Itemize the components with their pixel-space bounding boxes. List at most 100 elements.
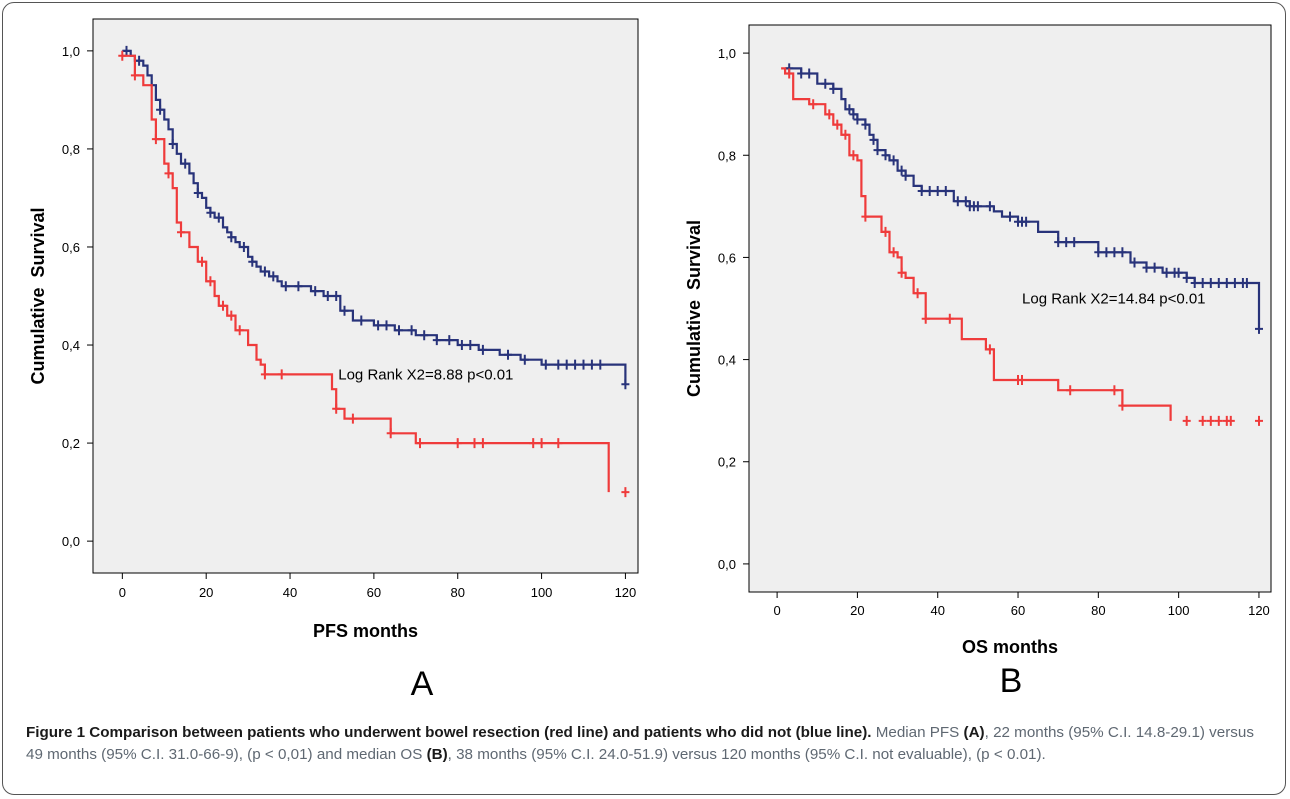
censor-mark	[340, 305, 349, 316]
censor-mark	[206, 276, 215, 287]
censor-mark	[554, 359, 563, 370]
censor-mark	[478, 438, 487, 449]
censor-mark	[621, 487, 630, 498]
panel-label: A	[411, 665, 434, 703]
censor-mark	[833, 119, 842, 130]
x-tick-label: 40	[930, 603, 944, 618]
censor-mark	[845, 104, 854, 115]
y-tick-label: 0,0	[62, 534, 80, 549]
plot-area	[92, 18, 639, 574]
censor-mark	[861, 211, 870, 222]
x-axis-title: PFS months	[313, 621, 418, 641]
censor-mark	[193, 188, 202, 198]
x-tick-label: 0	[773, 603, 780, 618]
censor-mark	[985, 344, 994, 355]
censor-mark	[913, 288, 922, 299]
x-tick-label: 20	[199, 585, 213, 600]
censor-mark	[294, 281, 303, 292]
censor-mark	[453, 438, 462, 449]
caption-text-3: , 38 months (95% C.I. 24.0-51.9) versus …	[447, 746, 1046, 763]
y-axis-title: Cumulative Survival	[28, 207, 48, 384]
log-rank-annotation: Log Rank X2=14.84 p<0.01	[1022, 290, 1206, 307]
censor-mark	[805, 68, 814, 79]
censor-mark	[520, 354, 529, 365]
censor-mark	[151, 134, 160, 145]
censor-mark	[1110, 247, 1119, 258]
censor-mark	[1062, 237, 1071, 248]
censor-mark	[579, 359, 588, 370]
x-tick-label: 40	[283, 585, 297, 600]
censor-mark	[181, 158, 190, 169]
censor-mark	[881, 226, 890, 237]
censor-mark	[374, 320, 383, 331]
caption-title: Figure 1 Comparison between patients who…	[26, 724, 872, 741]
censor-mark	[395, 325, 403, 336]
censor-mark	[961, 196, 970, 207]
y-tick-label: 0,4	[62, 338, 80, 353]
censor-mark	[332, 403, 341, 414]
censor-mark	[917, 186, 926, 196]
figure-caption: Figure 1 Comparison between patients who…	[26, 722, 1266, 766]
censor-mark	[1066, 385, 1075, 396]
x-tick-label: 20	[850, 603, 864, 618]
x-axis-title: OS months	[962, 637, 1058, 657]
censor-mark	[1198, 415, 1207, 426]
censor-mark	[841, 129, 850, 140]
censor-mark	[945, 313, 954, 324]
censor-mark	[889, 247, 898, 258]
plot-area	[748, 24, 1272, 593]
censor-mark	[1174, 267, 1183, 278]
censor-mark	[416, 438, 424, 449]
y-tick-label: 1,0	[62, 44, 80, 59]
y-tick-label: 0,2	[718, 455, 736, 470]
censor-mark	[219, 300, 227, 311]
y-tick-label: 0,0	[718, 557, 736, 572]
x-tick-label: 60	[367, 585, 381, 600]
censor-mark	[1222, 278, 1231, 288]
censor-mark	[227, 232, 236, 243]
censor-mark	[1206, 278, 1215, 288]
censor-mark	[1118, 247, 1127, 258]
y-tick-label: 0,6	[718, 250, 736, 265]
censor-mark	[130, 70, 139, 81]
censor-mark	[925, 186, 934, 196]
censor-mark	[829, 83, 838, 94]
censor-mark	[1110, 385, 1119, 396]
censor-mark	[177, 227, 185, 238]
censor-mark	[1054, 237, 1063, 248]
censor-mark	[407, 325, 416, 336]
censor-mark	[227, 310, 236, 321]
censor-mark	[1150, 262, 1159, 273]
censor-mark	[897, 267, 906, 278]
x-tick-label: 80	[1091, 603, 1105, 618]
censor-mark	[239, 242, 248, 252]
censor-mark	[118, 50, 127, 61]
censor-mark	[869, 134, 878, 145]
censor-mark	[853, 114, 862, 125]
censor-mark	[214, 212, 223, 223]
censor-mark	[1226, 415, 1235, 426]
censor-mark	[1142, 262, 1151, 273]
censor-mark	[332, 291, 341, 301]
censor-mark	[1094, 247, 1103, 258]
censor-mark	[571, 359, 580, 370]
x-tick-label: 80	[450, 585, 464, 600]
censor-mark	[785, 68, 794, 79]
censor-mark	[1214, 278, 1223, 288]
censor-mark	[470, 438, 479, 449]
censor-mark	[1190, 278, 1199, 288]
censor-mark	[466, 340, 475, 350]
censor-mark	[537, 438, 546, 449]
censor-mark	[206, 207, 215, 218]
y-tick-label: 0,6	[62, 240, 80, 255]
censor-mark	[386, 428, 395, 439]
censor-mark	[1018, 375, 1026, 385]
censor-mark	[1214, 415, 1223, 426]
censor-mark	[156, 104, 165, 115]
censor-mark	[825, 109, 834, 120]
censor-mark	[973, 201, 982, 212]
survival-line-red	[122, 54, 610, 493]
censor-mark	[445, 335, 454, 346]
censor-mark	[311, 286, 320, 297]
censor-mark	[849, 150, 858, 161]
